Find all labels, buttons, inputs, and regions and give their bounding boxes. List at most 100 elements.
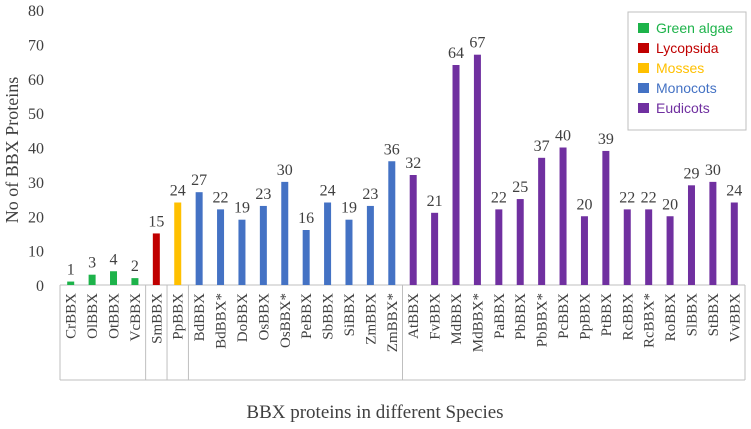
data-label: 37 (534, 138, 550, 155)
bar (516, 199, 524, 285)
bar (666, 216, 674, 285)
data-label: 30 (277, 162, 293, 179)
y-tick-label: 10 (28, 244, 44, 261)
x-tick-label: StBBX (706, 293, 722, 337)
x-tick-label: VcBBX (128, 293, 144, 342)
data-label: 23 (255, 186, 271, 203)
bar (152, 233, 160, 285)
y-tick-label: 70 (28, 37, 44, 54)
legend-swatch (638, 23, 649, 33)
x-tick-label: OsBBX (256, 293, 272, 341)
x-tick-label: MdBBX* (470, 293, 486, 352)
x-tick-label: AtBBX (406, 293, 422, 339)
data-label: 22 (213, 189, 229, 206)
data-label: 1 (67, 262, 75, 279)
data-label: 19 (341, 200, 357, 217)
bar (623, 209, 631, 285)
data-label: 20 (662, 196, 678, 213)
bar (409, 175, 417, 285)
x-tick-label: CrBBX (64, 293, 80, 339)
data-label: 25 (512, 179, 528, 196)
legend-label: Eudicots (656, 100, 710, 116)
bars: 1 3 4 2 15 24 27 22 19 23 30 16 24 19 23 36 32 21 64 67 22 25… (67, 35, 742, 285)
x-tick-label: PaBBX (492, 293, 508, 339)
bar (495, 209, 503, 285)
y-tick-label: 0 (36, 278, 44, 295)
data-label: 15 (148, 213, 164, 230)
data-label: 22 (641, 189, 657, 206)
bar (709, 181, 717, 285)
bar (324, 202, 332, 285)
x-tick-label: SbBBX (321, 293, 337, 340)
x-axis: CrBBX OlBBX OtBBX VcBBX SmBBX PpBBX BdBBX BdBBX… (59, 284, 746, 381)
x-tick-label: DoBBX (235, 293, 251, 342)
x-tick-label: PeBBX (299, 293, 315, 339)
bar (238, 219, 246, 285)
y-axis-label: No of BBX Proteins (2, 77, 22, 224)
data-label: 4 (110, 251, 118, 268)
bar (302, 230, 310, 285)
bar (645, 209, 653, 285)
bar (366, 205, 374, 285)
legend-label: Lycopsida (656, 40, 719, 56)
bar (559, 147, 567, 285)
data-label: 29 (683, 165, 699, 182)
data-label: 24 (170, 183, 186, 200)
y-tick-label: 60 (28, 72, 44, 89)
bar (67, 281, 75, 285)
x-tick-label: ZmBBX (363, 293, 379, 345)
x-tick-label: SmBBX (149, 293, 165, 344)
data-label: 3 (88, 255, 96, 272)
bar (174, 202, 182, 285)
bar (88, 274, 96, 285)
bar (217, 209, 225, 285)
data-label: 19 (234, 200, 250, 217)
bar (431, 212, 439, 285)
x-tick-label: BdBBX (192, 293, 208, 342)
data-label: 23 (362, 186, 378, 203)
data-label: 27 (191, 172, 207, 189)
data-label: 24 (320, 183, 336, 200)
x-tick-label: PbBBX (513, 293, 529, 340)
y-tick-label: 50 (28, 106, 44, 123)
bar (602, 150, 610, 285)
data-label: 22 (619, 189, 635, 206)
x-tick-label: RcBBX* (642, 293, 658, 348)
legend: Green algae Lycopsida Mosses Monocots Eudico… (627, 11, 747, 131)
data-label: 2 (131, 258, 139, 275)
y-tick-label: 80 (28, 3, 44, 20)
x-tick-label: PpBBX (171, 293, 187, 340)
bar (538, 157, 546, 285)
x-tick-label: PbBBX* (535, 293, 551, 347)
bar (345, 219, 353, 285)
x-tick-label: SlBBX (684, 293, 700, 337)
bar (195, 192, 203, 285)
legend-label: Green algae (656, 20, 733, 36)
legend-label: Monocots (656, 80, 717, 96)
bar (687, 185, 695, 285)
bar (281, 181, 289, 285)
x-tick-label: BdBBX* (214, 293, 230, 349)
bar (473, 54, 481, 285)
bar (110, 271, 118, 285)
legend-swatch (638, 83, 649, 93)
data-label: 30 (705, 162, 721, 179)
data-label: 64 (448, 45, 464, 62)
x-tick-label: PtBBX (599, 293, 615, 337)
bar (580, 216, 588, 285)
bar (259, 205, 267, 285)
data-label: 67 (469, 35, 485, 52)
bar (388, 161, 396, 285)
data-label: 36 (384, 141, 400, 158)
data-label: 20 (576, 196, 592, 213)
data-label: 21 (427, 193, 443, 210)
bar (730, 202, 738, 285)
x-tick-label: MdBBX (449, 293, 465, 345)
data-label: 16 (298, 210, 314, 227)
x-tick-label: OtBBX (107, 293, 123, 339)
x-tick-label: PpBBX (577, 293, 593, 340)
x-tick-label: RcBBX (620, 293, 636, 341)
data-label: 22 (491, 189, 507, 206)
y-tick-label: 40 (28, 141, 44, 158)
legend-label: Mosses (656, 60, 704, 76)
